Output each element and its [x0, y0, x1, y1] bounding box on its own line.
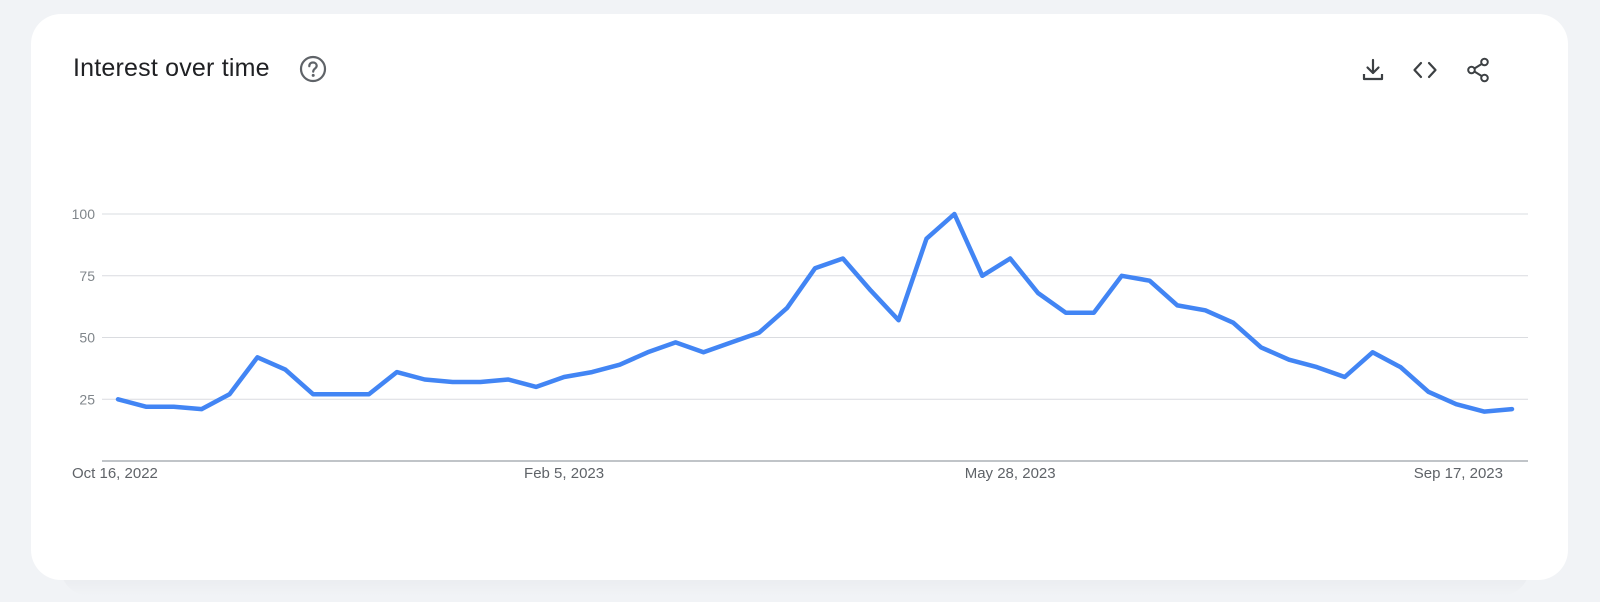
card-title: Interest over time [73, 54, 270, 82]
data-point [841, 256, 845, 260]
data-point [395, 370, 399, 374]
data-point [1482, 410, 1486, 414]
data-point [757, 331, 761, 335]
data-point [674, 340, 678, 344]
data-point [1092, 311, 1096, 315]
data-point [423, 377, 427, 381]
data-point [172, 405, 176, 409]
data-point [1287, 358, 1291, 362]
data-point [1371, 350, 1375, 354]
data-point [283, 368, 287, 372]
data-point [339, 392, 343, 396]
x-tick-label: Sep 17, 2023 [1414, 465, 1503, 482]
data-point [1315, 365, 1319, 369]
data-point [451, 380, 455, 384]
data-point [1175, 303, 1179, 307]
data-point [1036, 291, 1040, 295]
data-point [590, 370, 594, 374]
data-point [785, 306, 789, 310]
data-point [311, 392, 315, 396]
data-point [869, 289, 873, 293]
data-point [255, 355, 259, 359]
x-tick-label: Feb 5, 2023 [524, 465, 604, 482]
data-point [1454, 402, 1458, 406]
y-tick-label-25: 25 [79, 391, 95, 407]
data-point [1426, 390, 1430, 394]
data-point [1148, 279, 1152, 283]
data-point [506, 377, 510, 381]
data-point [478, 380, 482, 384]
data-point [116, 397, 120, 401]
share-icon[interactable] [1464, 56, 1492, 84]
data-point [1231, 321, 1235, 325]
data-point [729, 340, 733, 344]
data-point [1259, 345, 1263, 349]
download-icon[interactable] [1359, 56, 1387, 84]
data-point [228, 392, 232, 396]
data-point [534, 385, 538, 389]
data-point [1510, 407, 1514, 411]
code-embed-icon[interactable] [1411, 56, 1439, 84]
data-point [144, 405, 148, 409]
data-point [897, 318, 901, 322]
x-tick-label: May 28, 2023 [965, 465, 1056, 482]
y-tick-label-100: 100 [72, 206, 96, 222]
data-point [952, 212, 956, 216]
data-point [1064, 311, 1068, 315]
y-tick-label-75: 75 [79, 268, 95, 284]
data-point [701, 350, 705, 354]
data-point [646, 350, 650, 354]
data-point [1343, 375, 1347, 379]
data-point [200, 407, 204, 411]
data-point [562, 375, 566, 379]
data-point [1008, 256, 1012, 260]
x-tick-label: Oct 16, 2022 [72, 465, 158, 482]
data-point [618, 363, 622, 367]
series-line [115, 211, 1515, 414]
data-point [1120, 274, 1124, 278]
data-point [980, 274, 984, 278]
y-tick-label-50: 50 [79, 330, 95, 346]
data-point [1398, 365, 1402, 369]
data-point [1203, 308, 1207, 312]
data-point [925, 237, 929, 241]
data-point [813, 266, 817, 270]
help-circle-icon[interactable] [298, 54, 328, 84]
interest-over-time-card: Interest over time [31, 14, 1568, 580]
data-point [367, 392, 371, 396]
